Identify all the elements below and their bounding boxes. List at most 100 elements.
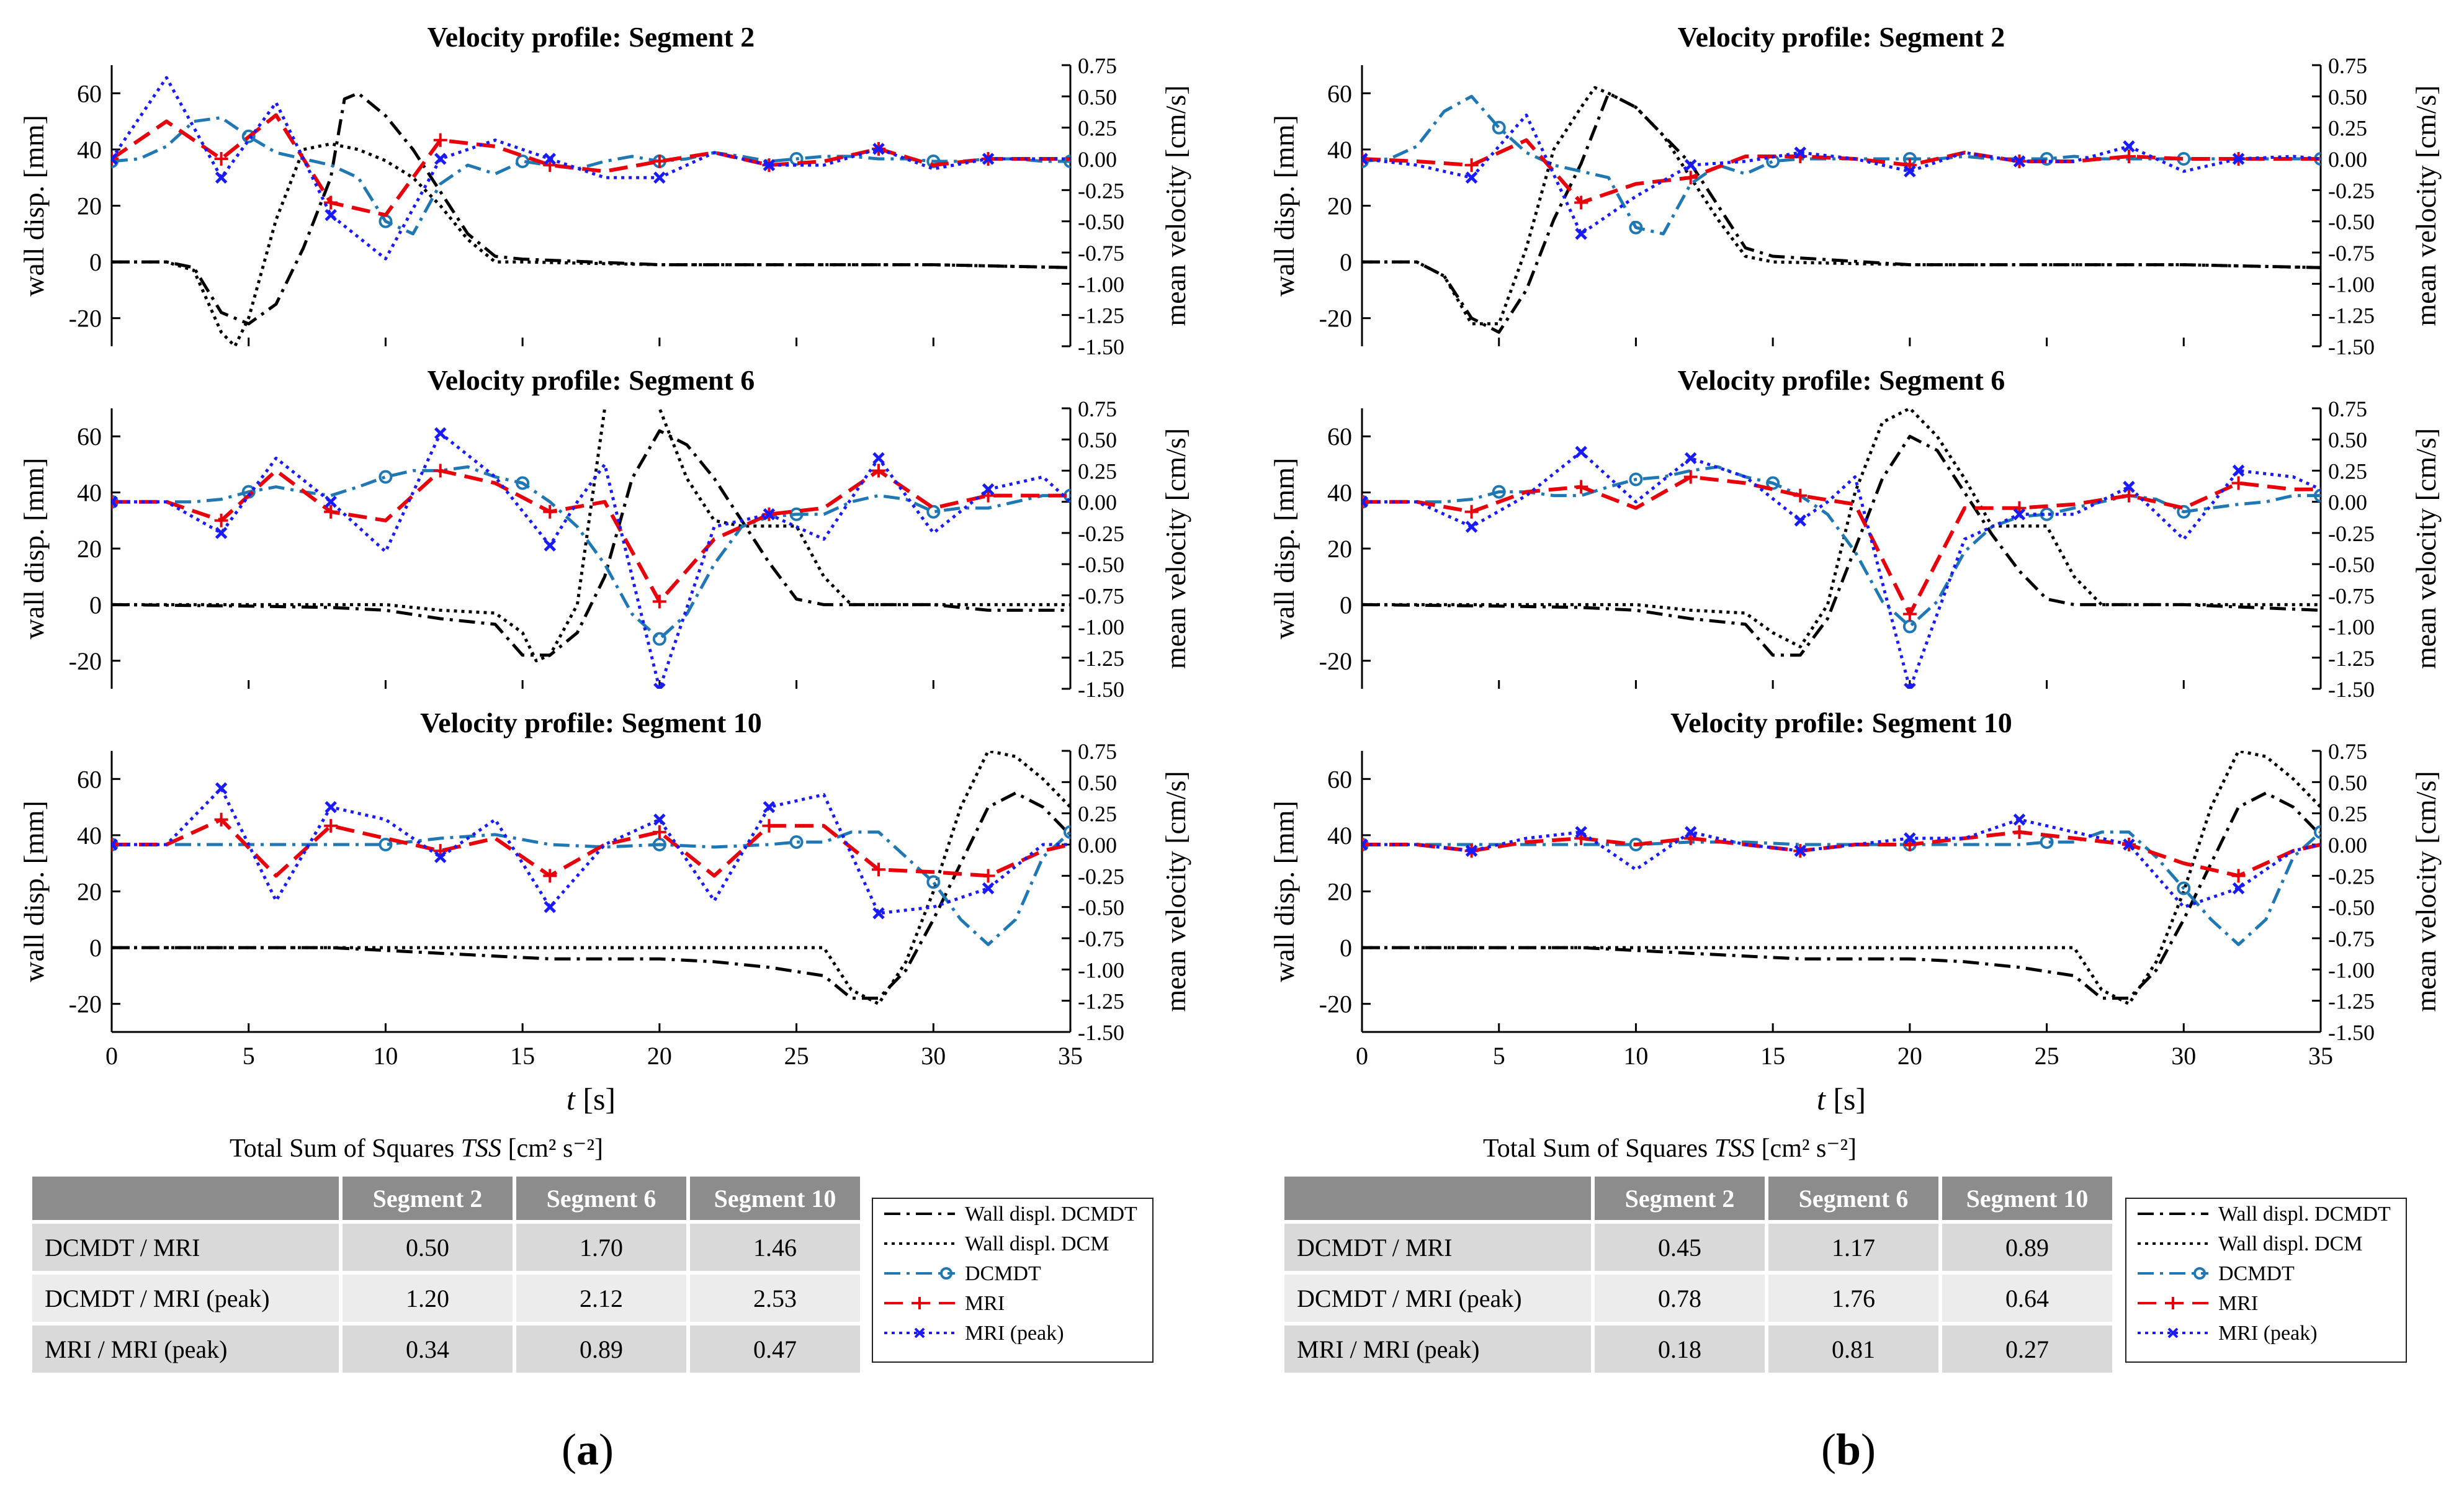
data-point-mri xyxy=(652,825,666,839)
legend-label: DCMDT xyxy=(965,1262,1041,1285)
data-point-mri-peak xyxy=(1575,446,1587,459)
legend-swatch xyxy=(2138,1213,2208,1215)
legend-marker xyxy=(2193,1267,2206,1280)
y-axis-label-right: mean velocity [cm/s] xyxy=(1160,771,1191,1011)
data-point-mri-peak xyxy=(1465,171,1478,184)
table-row-label: MRI / MRI (peak) xyxy=(1284,1325,1591,1373)
legend-item: Wall displ. DCMDT xyxy=(2126,1199,2406,1229)
data-point-dcmdt xyxy=(926,505,941,519)
left-tick-label: 40 xyxy=(1327,479,1352,507)
right-tick-label: 0.75 xyxy=(1078,53,1117,78)
series-line-dcmdt xyxy=(112,116,1070,236)
data-point-dcmdt xyxy=(789,835,804,849)
series-line-wall-displ-dcmdt xyxy=(1362,434,2321,657)
legend-item: MRI (peak) xyxy=(2126,1318,2406,1348)
left-tick-label: 0 xyxy=(89,248,102,276)
table-row: DCMDT / MRI (peak) 0.78 1.76 0.64 xyxy=(1284,1275,2112,1322)
table-row: DCMDT / MRI (peak) 1.20 2.12 2.53 xyxy=(32,1275,860,1322)
data-point-mri xyxy=(872,863,885,877)
data-point-mri-peak xyxy=(2232,153,2245,165)
series-line-wall-displ-dcmdt xyxy=(1362,791,2321,1000)
data-point-mri-peak xyxy=(325,209,337,222)
right-tick-label: 0.00 xyxy=(2328,490,2367,515)
data-point-mri xyxy=(1464,505,1479,519)
right-tick-label: -1.25 xyxy=(1078,989,1124,1014)
data-point-mri-peak xyxy=(1362,495,1368,508)
subplot-a-2: Velocity profile: Segment 6 60 40 20 0 -20 0.7… xyxy=(18,364,1191,702)
right-tick-label: -1.00 xyxy=(1078,958,1124,982)
series-line-dcmdt xyxy=(1362,94,2321,236)
data-point-mri-peak xyxy=(1904,165,1916,177)
series-line-wall-displ-dcm xyxy=(1362,408,2321,648)
data-point-dcmdt xyxy=(1064,155,1070,169)
table-header-segment-2: Segment 2 xyxy=(343,1177,513,1220)
table-header-blank xyxy=(1284,1177,1591,1220)
right-tick-label: -1.50 xyxy=(2328,334,2375,359)
table-cell: 1.46 xyxy=(690,1224,860,1271)
left-tick-label: 0 xyxy=(89,934,102,962)
x-tick-label: 30 xyxy=(2171,1042,2196,1070)
left-tick-label: 20 xyxy=(77,878,102,906)
table-row-label: DCMDT / MRI xyxy=(32,1224,339,1271)
data-point-mri-peak xyxy=(2123,838,2135,851)
legend-item: MRI (peak) xyxy=(873,1318,1152,1348)
table-cell: 0.50 xyxy=(343,1224,513,1271)
data-point-mri-peak xyxy=(982,882,995,895)
data-point-mri xyxy=(543,869,557,883)
table-row: DCMDT / MRI 0.50 1.70 1.46 xyxy=(32,1224,860,1271)
data-point-dcmdt xyxy=(1629,472,1643,487)
left-tick-label: 40 xyxy=(77,822,102,850)
data-point-mri xyxy=(324,819,338,833)
legend-swatch xyxy=(884,1267,955,1280)
data-point-mri xyxy=(762,819,776,833)
data-point-mri xyxy=(652,594,666,609)
data-point-mri xyxy=(324,505,338,519)
series-line-mri-peak- xyxy=(1362,114,2321,236)
legend-label: Wall displ. DCMDT xyxy=(965,1203,1137,1226)
data-point-mri-peak xyxy=(653,813,666,826)
data-point-dcmdt xyxy=(1492,485,1506,499)
right-tick-label: -1.00 xyxy=(1078,272,1124,297)
x-tick-label: 0 xyxy=(105,1042,118,1070)
data-point-mri xyxy=(112,838,119,851)
table-cell: 1.76 xyxy=(1768,1275,1938,1322)
right-tick-label: -1.50 xyxy=(1078,1020,1124,1045)
right-tick-label: -1.00 xyxy=(2328,272,2375,297)
table-cell: 0.45 xyxy=(1595,1224,1765,1271)
y-axis-label-left: wall disp. [mm] xyxy=(1268,115,1300,297)
table-row-label: DCMDT / MRI (peak) xyxy=(1284,1275,1591,1322)
y-axis-label-left: wall disp. [mm] xyxy=(18,115,50,297)
data-point-mri-peak xyxy=(2013,155,2026,168)
right-tick-label: -0.75 xyxy=(1078,926,1124,951)
right-tick-label: -1.25 xyxy=(2328,989,2375,1014)
right-tick-label: 0.75 xyxy=(2328,53,2367,78)
data-point-mri xyxy=(1683,171,1698,185)
data-point-dcmdt xyxy=(1629,220,1643,235)
legend-swatch xyxy=(2138,1267,2208,1280)
x-tick-label: 35 xyxy=(2308,1042,2333,1070)
series-group xyxy=(112,751,1070,1006)
series-line-dcmdt xyxy=(112,465,1070,641)
panel-label-b: (b) xyxy=(1821,1425,1876,1474)
data-point-dcmdt xyxy=(652,632,666,646)
x-tick-label: 10 xyxy=(373,1042,398,1070)
left-tick-label: 60 xyxy=(1327,79,1352,107)
table-row-label: MRI / MRI (peak) xyxy=(32,1325,339,1373)
x-tick-label: 5 xyxy=(1493,1042,1505,1070)
series-line-mri xyxy=(112,469,1070,604)
y-axis-label-right: mean velocity [cm/s] xyxy=(2410,428,2442,669)
y-axis-label-right: mean velocity [cm/s] xyxy=(2410,85,2442,326)
right-tick-label: -1.25 xyxy=(2328,646,2375,671)
right-tick-label: -1.00 xyxy=(2328,958,2375,982)
left-tick-label: 60 xyxy=(77,765,102,793)
data-point-mri-peak xyxy=(1684,159,1697,171)
table-caption-b: Total Sum of Squares TSS [cm² s⁻²] xyxy=(1483,1134,1857,1163)
legend-label: MRI xyxy=(965,1292,1005,1315)
data-point-mri xyxy=(1464,158,1479,173)
table-header-blank xyxy=(32,1177,339,1220)
data-point-mri-peak xyxy=(2232,882,2245,895)
data-point-mri xyxy=(214,152,228,166)
data-point-mri xyxy=(112,152,119,166)
right-tick-label: -1.25 xyxy=(1078,646,1124,671)
